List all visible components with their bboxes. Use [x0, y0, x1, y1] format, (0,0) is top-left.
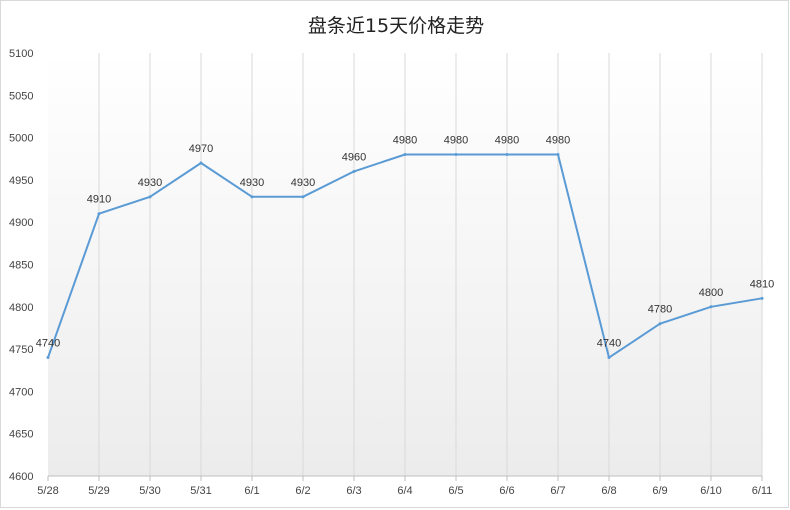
y-tick-label: 4600 [9, 471, 33, 483]
data-label: 4980 [444, 135, 468, 147]
x-tick-label: 6/11 [752, 485, 773, 497]
x-tick-label: 6/8 [601, 485, 616, 497]
data-label: 4740 [597, 338, 621, 350]
chart-title: 盘条近15天价格走势 [307, 15, 485, 37]
grid-lines [98, 53, 763, 476]
data-point [403, 153, 407, 157]
y-tick-label: 4800 [9, 302, 33, 314]
y-tick-label: 4650 [9, 429, 33, 441]
data-point [454, 153, 458, 157]
data-point [658, 322, 662, 326]
data-label: 4780 [648, 304, 672, 316]
data-label: 4800 [699, 287, 723, 299]
data-point [760, 296, 764, 300]
y-tick-label: 5000 [9, 133, 33, 145]
x-tick-label: 6/1 [244, 485, 259, 497]
data-label: 4930 [138, 177, 162, 189]
data-point [97, 212, 101, 216]
x-tick-label: 6/7 [550, 485, 565, 497]
y-tick-label: 4900 [9, 217, 33, 229]
data-label: 4910 [87, 194, 111, 206]
x-tick-label: 5/31 [190, 485, 211, 497]
data-point [352, 169, 356, 173]
data-point [709, 305, 713, 309]
x-tick-label: 6/2 [295, 485, 310, 497]
x-tick-label: 6/10 [700, 485, 721, 497]
y-tick-label: 4750 [9, 344, 33, 356]
x-tick-label: 5/29 [88, 485, 109, 497]
data-point [301, 195, 305, 199]
data-label: 4930 [291, 177, 315, 189]
x-tick-label: 6/5 [448, 485, 463, 497]
x-tick-label: 6/6 [499, 485, 514, 497]
data-label: 4930 [240, 177, 264, 189]
y-tick-label: 5100 [9, 48, 33, 60]
data-point [199, 161, 203, 165]
data-point [250, 195, 254, 199]
data-point [46, 356, 50, 360]
series-layer [46, 153, 764, 360]
data-point [505, 153, 509, 157]
axes: 5/28 5/29 5/30 5/31 6/1 6/2 6/3 6/4 6/5 6/6 6/7 6/8… [9, 48, 772, 497]
data-label: 4960 [342, 151, 366, 163]
data-label: 4980 [546, 135, 570, 147]
x-tick-label: 6/3 [346, 485, 361, 497]
y-tick-label: 5050 [9, 90, 33, 102]
data-labels: 4740 4910 4930 4970 4930 4930 4960 4980 4980 4980… [36, 135, 774, 350]
x-tick-label: 6/4 [397, 485, 412, 497]
x-tick-label: 6/9 [652, 485, 667, 497]
data-point [148, 195, 152, 199]
x-tick-label: 5/28 [37, 485, 58, 497]
data-label: 4970 [189, 143, 213, 155]
data-label: 4740 [36, 338, 60, 350]
x-tick-label: 5/30 [139, 485, 160, 497]
y-tick-label: 4700 [9, 386, 33, 398]
data-point [556, 153, 560, 157]
data-label: 4810 [750, 278, 774, 290]
y-tick-label: 4950 [9, 175, 33, 187]
data-label: 4980 [393, 135, 417, 147]
y-tick-label: 4850 [9, 260, 33, 272]
data-label: 4980 [495, 135, 519, 147]
data-point [607, 356, 611, 360]
